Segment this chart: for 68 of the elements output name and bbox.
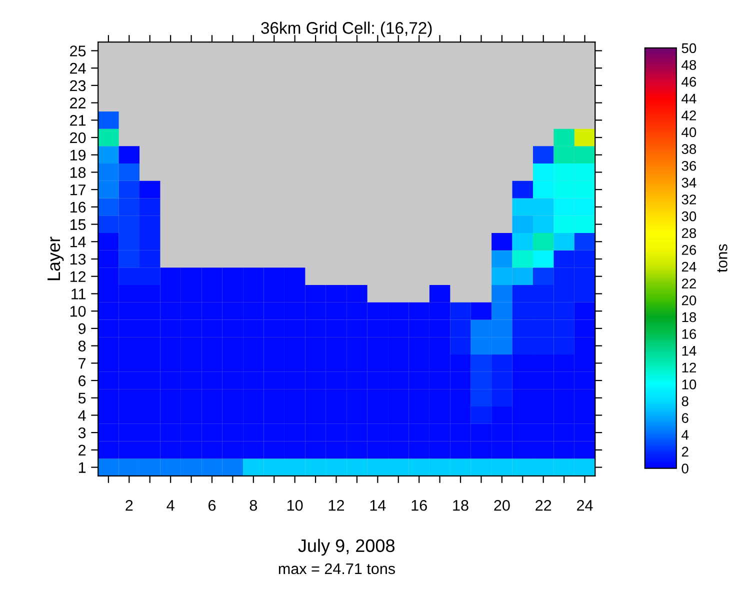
color-bar-label: 2 — [682, 446, 688, 456]
color-bar-label: 18 — [682, 312, 696, 322]
y-tick-label: 9 — [78, 323, 86, 334]
color-bar-label: 32 — [682, 194, 696, 204]
y-tick-label: 19 — [70, 150, 86, 161]
y-tick-label: 4 — [78, 410, 86, 421]
color-bar-label: 16 — [682, 329, 696, 339]
color-bar-label: 0 — [682, 464, 688, 474]
color-bar-label: 26 — [682, 245, 696, 255]
x-tick-label: 18 — [453, 500, 468, 511]
y-tick-label: 13 — [70, 254, 86, 265]
y-tick-label: 7 — [78, 358, 86, 369]
color-bar-label: 40 — [682, 127, 696, 138]
color-bar-label: 4 — [682, 430, 689, 440]
color-bar-label: 50 — [682, 43, 696, 54]
y-tick-label: 14 — [70, 236, 86, 248]
y-tick-label: 3 — [78, 427, 86, 438]
color-bar-label: 28 — [682, 228, 696, 238]
y-tick-label: 21 — [70, 115, 86, 126]
y-tick-label: 15 — [70, 219, 86, 230]
color-bar-label: 48 — [682, 60, 696, 70]
x-tick-label: 12 — [328, 500, 344, 511]
color-bar-label: 22 — [682, 278, 696, 288]
x-tick-label: 10 — [287, 500, 303, 511]
x-tick-label: 14 — [370, 500, 386, 511]
y-tick-label: 23 — [70, 80, 86, 92]
x-tick-label: 6 — [208, 500, 216, 511]
y-tick-label: 17 — [70, 184, 86, 196]
x-tick-label: 24 — [577, 500, 593, 511]
x-tick-label: 8 — [250, 500, 257, 511]
color-bar-title: tons — [717, 244, 728, 272]
color-bar-label: 38 — [682, 144, 696, 154]
color-bar-label: 10 — [682, 380, 696, 390]
y-tick-label: 8 — [78, 340, 86, 352]
color-bar-label: 36 — [682, 160, 696, 171]
color-bar-label: 14 — [682, 346, 696, 356]
y-tick-label: 20 — [70, 132, 86, 144]
y-tick-label: 22 — [70, 98, 86, 108]
y-tick-label: 1 — [78, 462, 86, 473]
color-bar-label: 20 — [682, 295, 696, 306]
text: max = 24.71 tons — [278, 563, 395, 574]
x-tick-label: 20 — [494, 500, 510, 511]
x-tick-label: 2 — [126, 500, 133, 511]
x-tick-label: 16 — [412, 500, 427, 511]
color-bar-label: 46 — [682, 76, 696, 87]
x-tick-label: 4 — [166, 500, 174, 511]
color-bar-label: 8 — [682, 396, 688, 406]
color-bar-label: 24 — [682, 262, 696, 272]
y-tick-label: 6 — [78, 375, 86, 386]
y-tick-label: 11 — [72, 288, 86, 300]
color-bar-label: 34 — [682, 178, 696, 188]
y-tick-label: 25 — [70, 46, 86, 56]
x-axis-title: July 9, 2008 — [298, 538, 395, 556]
y-axis-title: Layer — [48, 236, 64, 280]
y-tick-label: 2 — [78, 444, 86, 456]
color-bar-label: 6 — [682, 413, 688, 424]
y-tick-label: 12 — [70, 271, 86, 282]
y-tick-label: 16 — [70, 202, 86, 213]
y-tick-label: 24 — [70, 62, 86, 74]
y-tick-label: 5 — [78, 392, 86, 404]
color-bar-label: 42 — [682, 110, 696, 120]
color-bar-label: 44 — [682, 94, 696, 104]
y-tick-label: 10 — [70, 306, 86, 317]
x-tick-label: 22 — [536, 500, 552, 511]
y-tick-label: 18 — [70, 167, 86, 178]
color-bar-label: 12 — [682, 362, 696, 372]
chart-title: 36km Grid Cell: (16,72) — [261, 22, 432, 38]
color-bar-label: 30 — [682, 211, 696, 222]
